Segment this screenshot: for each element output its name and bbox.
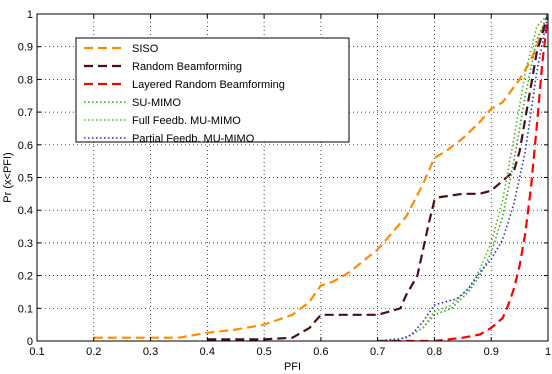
y-tick-label: 0.3 — [18, 238, 33, 250]
legend-label: Random Beamforming — [132, 61, 242, 73]
legend-label: Partial Feedb. MU-MIMO — [132, 133, 255, 145]
y-tick-label: 0.7 — [18, 107, 33, 119]
x-tick-label: 0.6 — [313, 346, 328, 358]
x-tick-label: 0.7 — [370, 346, 385, 358]
axis-ticks: 0.1 0.2 0.3 0.4 0.5 0.6 0.7 0.8 0.9 100.10.20.30.… — [18, 9, 551, 358]
y-tick-label: 0.2 — [18, 271, 33, 283]
series-line-3 — [377, 14, 548, 341]
x-axis-title: PFI — [284, 361, 301, 373]
y-axis-title: Pr (x<PFI) — [2, 152, 14, 202]
legend-label: SU-MIMO — [132, 97, 181, 109]
y-tick-label: 0.1 — [18, 303, 33, 315]
x-tick-label: 0.3 — [143, 346, 158, 358]
legend-label: Full Feedb. MU-MIMO — [132, 115, 241, 127]
series-layer — [93, 14, 548, 341]
x-tick-label: 0.4 — [200, 346, 215, 358]
y-tick-label: 1 — [27, 9, 33, 21]
y-tick-label: 0 — [27, 336, 33, 348]
x-tick-label: 0.1 — [29, 346, 44, 358]
y-tick-label: 0.9 — [18, 42, 33, 54]
x-tick-label: 1 — [545, 346, 551, 358]
legend-box — [75, 37, 350, 143]
y-tick-label: 0.4 — [18, 205, 33, 217]
series-line-2 — [207, 14, 548, 341]
legend: SISO Random Beamforming Layered Random Bea… — [75, 37, 350, 145]
legend-label: SISO — [132, 43, 159, 55]
y-tick-label: 0.8 — [18, 74, 33, 86]
series-line-6 — [377, 14, 548, 341]
x-tick-label: 0.9 — [484, 346, 499, 358]
series-line-5 — [377, 14, 548, 341]
x-tick-label: 0.8 — [427, 346, 442, 358]
x-tick-label: 0.2 — [86, 346, 101, 358]
x-tick-label: 0.5 — [256, 346, 271, 358]
series-line-1 — [93, 14, 548, 339]
y-tick-label: 0.5 — [18, 173, 33, 185]
legend-label: Layered Random Beamforming — [132, 79, 285, 91]
y-tick-label: 0.6 — [18, 140, 33, 152]
